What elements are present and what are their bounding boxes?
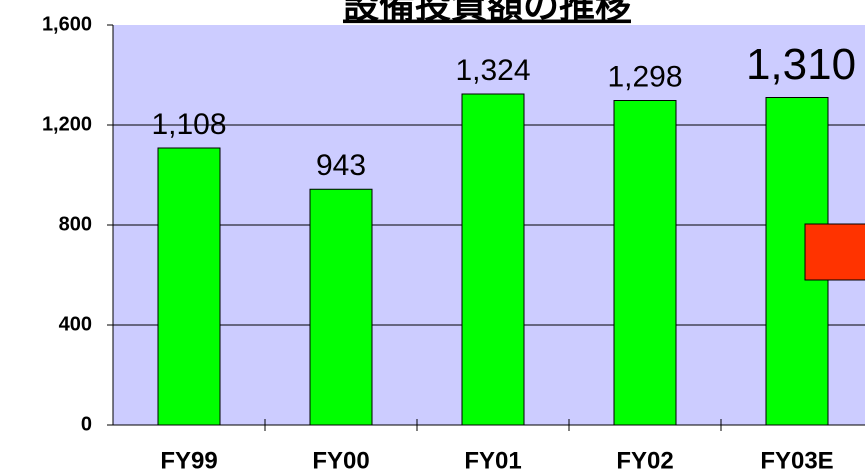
x-tick-label: FY02	[616, 447, 673, 474]
y-tick-label: 1,600	[42, 13, 92, 35]
x-tick-label: FY99	[160, 447, 217, 474]
y-tick-label: 400	[59, 313, 92, 335]
x-tick-label: FY01	[464, 447, 521, 474]
y-tick-label: 1,200	[42, 113, 92, 135]
y-tick-label: 800	[59, 213, 92, 235]
chart-title: 設備投資額の推移	[343, 0, 631, 26]
bar	[157, 147, 221, 426]
callout-arrow	[804, 223, 865, 281]
value-label: 1,298	[607, 60, 682, 93]
value-label: 1,310	[746, 40, 856, 89]
value-label: 1,324	[455, 54, 530, 87]
x-tick-label: FY03E	[760, 447, 833, 474]
value-label: 1,108	[151, 108, 226, 141]
x-tick-label: FY00	[312, 447, 369, 474]
value-label: 943	[316, 149, 366, 182]
bar	[461, 93, 525, 426]
bar	[309, 188, 373, 426]
bar	[613, 100, 677, 426]
y-tick-label: 0	[81, 413, 92, 435]
